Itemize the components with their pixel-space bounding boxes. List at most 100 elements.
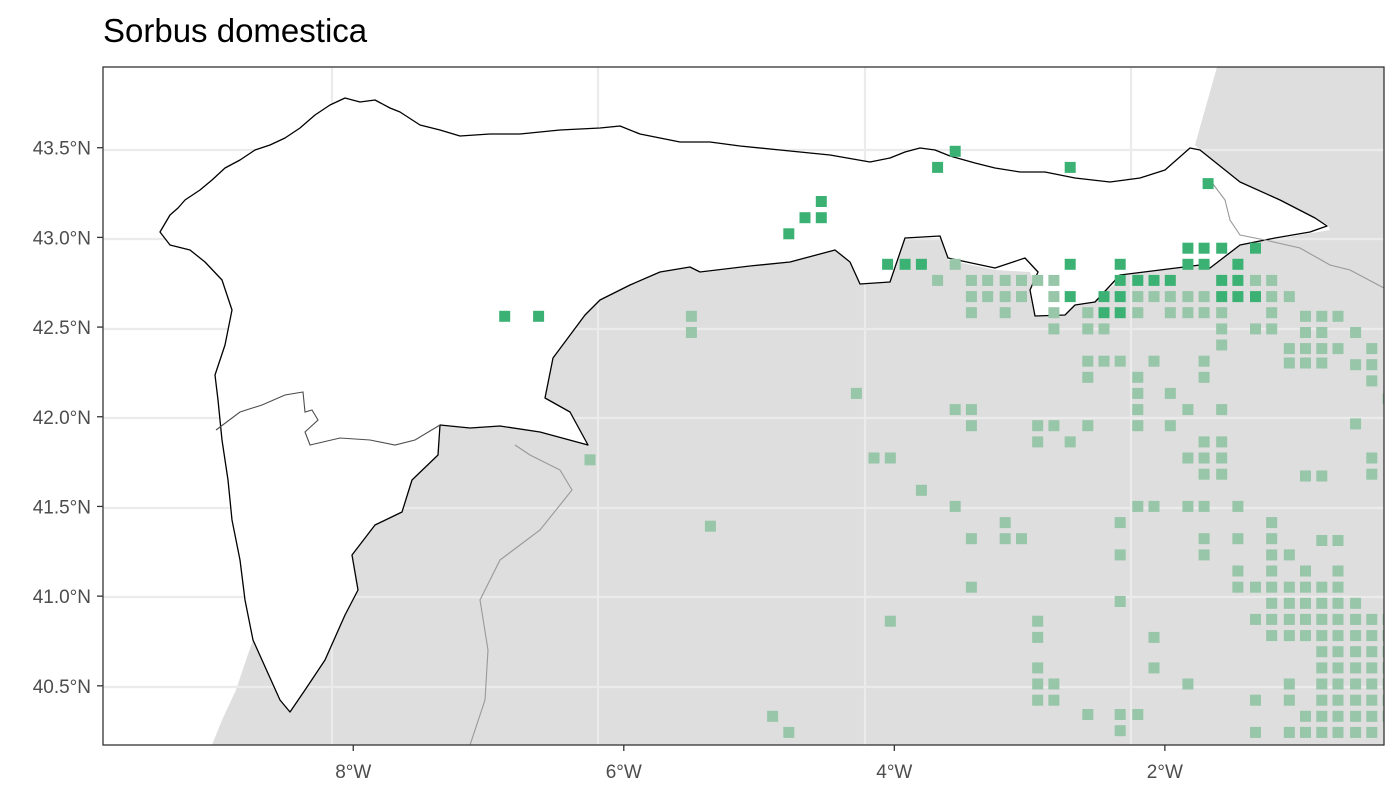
presence-cell-in-region: [1232, 291, 1244, 303]
presence-cell-outside: [965, 291, 977, 303]
presence-cell-outside: [1300, 630, 1311, 642]
presence-cell-outside: [1316, 310, 1328, 322]
presence-cell-in-region: [1198, 242, 1210, 254]
y-tick-label: 41.0°N: [33, 587, 91, 608]
presence-cell-outside: [884, 615, 896, 627]
presence-cell-outside: [1332, 613, 1344, 625]
presence-cell-outside: [1164, 420, 1176, 432]
presence-cell-outside: [1048, 323, 1060, 335]
presence-cell-in-region: [1114, 274, 1126, 286]
presence-cell-outside: [1266, 274, 1278, 286]
presence-cell-outside: [1266, 613, 1278, 625]
presence-cell-in-region: [915, 258, 927, 270]
presence-cell-outside: [1198, 291, 1210, 303]
presence-cell-in-region: [815, 212, 827, 224]
presence-cell-outside: [1198, 500, 1210, 512]
presence-cell-outside: [1350, 613, 1362, 625]
y-axis: 43.5°N 43.0°N 42.5°N 42.0°N 41.5°N 41.0°N 40.5…: [33, 139, 103, 698]
presence-cell-in-region: [1164, 274, 1176, 286]
presence-cell-outside: [685, 310, 697, 322]
presence-cell-outside: [1198, 371, 1210, 383]
x-tick-label: 8°W: [335, 762, 371, 783]
panel-border: [102, 66, 1385, 746]
presence-cell-outside: [1082, 355, 1094, 367]
y-tick-label: 43.5°N: [33, 139, 91, 160]
presence-cell-outside: [1332, 646, 1344, 658]
presence-cell-outside: [999, 533, 1011, 545]
presence-cell-outside: [1032, 631, 1044, 643]
presence-cell-outside: [1216, 307, 1228, 319]
presence-cell-outside: [1316, 710, 1328, 722]
presence-cell-outside: [1366, 630, 1378, 642]
presence-cell-outside: [1182, 452, 1194, 464]
presence-cell-outside: [1250, 581, 1261, 593]
presence-cell-outside: [1350, 327, 1362, 338]
presence-cell-outside: [1332, 535, 1344, 546]
presence-cell-outside: [1148, 355, 1160, 367]
presence-cell-outside: [1332, 565, 1344, 577]
presence-cell-outside: [1198, 436, 1210, 448]
presence-cell-outside: [1366, 359, 1378, 371]
presence-cell-in-region: [1250, 242, 1261, 254]
x-tick-label: 6°W: [606, 762, 642, 783]
presence-cell-outside: [1332, 310, 1344, 322]
presence-cell-outside: [1048, 420, 1060, 432]
presence-cell-outside: [1164, 307, 1176, 319]
presence-cell-outside: [1350, 710, 1362, 722]
presence-outside-layer: [584, 258, 1384, 738]
presence-cell-outside: [1250, 726, 1261, 738]
presence-cell-outside: [1114, 596, 1126, 607]
presence-cell-outside: [1382, 678, 1384, 690]
presence-cell-outside: [1300, 710, 1311, 722]
presence-cell-outside: [1250, 613, 1261, 625]
presence-cell-outside: [1266, 565, 1278, 577]
surrounding-land: [212, 67, 1384, 745]
presence-cell-outside: [1300, 726, 1311, 738]
presence-cell-outside: [1366, 375, 1378, 387]
presence-cell-outside: [1300, 565, 1311, 577]
presence-cell-outside: [1048, 307, 1060, 319]
presence-cell-outside: [1332, 710, 1344, 722]
presence-cell-in-region: [783, 228, 795, 240]
presence-cell-outside: [1016, 533, 1027, 545]
presence-cell-outside: [1283, 613, 1295, 625]
presence-cell-outside: [1216, 339, 1228, 351]
presence-cell-outside: [965, 533, 977, 545]
presence-cell-in-region: [1216, 274, 1228, 286]
presence-cell-outside: [1266, 549, 1278, 561]
presence-cell-outside: [1366, 678, 1378, 690]
presence-cell-outside: [1250, 274, 1261, 286]
presence-cell-outside: [1198, 307, 1210, 319]
presence-cell-outside: [1350, 630, 1362, 642]
y-tick-label: 42.0°N: [33, 408, 91, 429]
presence-cell-outside: [1048, 678, 1060, 690]
presence-cell-outside: [1350, 646, 1362, 658]
presence-cell-outside: [783, 726, 795, 738]
presence-cell-outside: [1148, 631, 1160, 643]
presence-cell-outside: [767, 710, 779, 722]
presence-cell-in-region: [1064, 161, 1076, 173]
presence-cell-outside: [685, 327, 697, 338]
presence-cell-outside: [1032, 274, 1044, 286]
presence-cell-outside: [1082, 709, 1094, 720]
presence-cell-outside: [1350, 678, 1362, 690]
presence-cell-in-region: [899, 258, 911, 270]
presence-cell-outside: [1332, 343, 1344, 355]
presence-cell-in-region: [1114, 258, 1126, 270]
presence-cell-outside: [1350, 359, 1362, 371]
presence-cell-outside: [1250, 694, 1261, 706]
presence-cell-outside: [999, 274, 1011, 286]
presence-cell-outside: [1382, 613, 1384, 625]
presence-cell-outside: [1132, 404, 1144, 416]
presence-cell-outside: [1283, 694, 1295, 706]
presence-cell-outside: [1132, 500, 1144, 512]
presence-cell-outside: [1382, 393, 1384, 405]
presence-cell-outside: [1316, 343, 1328, 355]
presence-cell-in-region: [533, 310, 545, 322]
presence-cell-outside: [1382, 710, 1384, 722]
presence-cell-outside: [1032, 694, 1044, 706]
presence-cell-outside: [1316, 327, 1328, 338]
presence-cell-outside: [1366, 468, 1378, 480]
presence-cell-outside: [1198, 533, 1210, 545]
